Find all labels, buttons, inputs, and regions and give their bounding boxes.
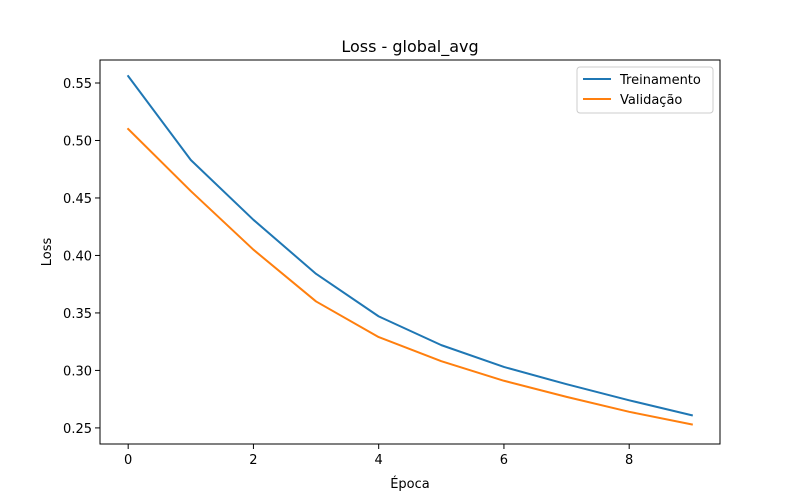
- plot-frame: [99, 59, 721, 445]
- x-tick-label: 2: [249, 453, 257, 468]
- y-axis-label: Loss: [40, 238, 55, 267]
- chart-title: Loss - global_avg: [341, 37, 478, 57]
- legend-label-validacao: Validação: [620, 93, 682, 108]
- plot-area: [99, 59, 721, 445]
- y-tick-label: 0.50: [63, 134, 92, 149]
- y-tick-label: 0.45: [63, 192, 92, 207]
- legend: Treinamento Validação: [576, 66, 714, 114]
- y-tick-label: 0.25: [63, 422, 92, 437]
- y-tick-label: 0.55: [63, 77, 92, 92]
- y-axis: 0.25 0.30 0.35 0.40 0.45 0.50 0.55: [63, 77, 100, 437]
- x-tick-label: 8: [625, 453, 633, 468]
- x-axis: 0 2 4 6 8: [124, 444, 633, 468]
- series-line-treinamento: [126, 74, 694, 417]
- series-line-validacao: [126, 127, 693, 426]
- series-layer: [126, 74, 694, 426]
- x-tick-label: 6: [500, 453, 508, 468]
- x-tick-label: 4: [375, 453, 383, 468]
- y-tick-label: 0.30: [63, 364, 92, 379]
- y-tick-label: 0.35: [63, 307, 92, 322]
- x-tick-label: 0: [124, 453, 132, 468]
- y-tick-label: 0.40: [63, 249, 92, 264]
- x-axis-label: Época: [390, 476, 430, 492]
- legend-label-treinamento: Treinamento: [619, 73, 701, 88]
